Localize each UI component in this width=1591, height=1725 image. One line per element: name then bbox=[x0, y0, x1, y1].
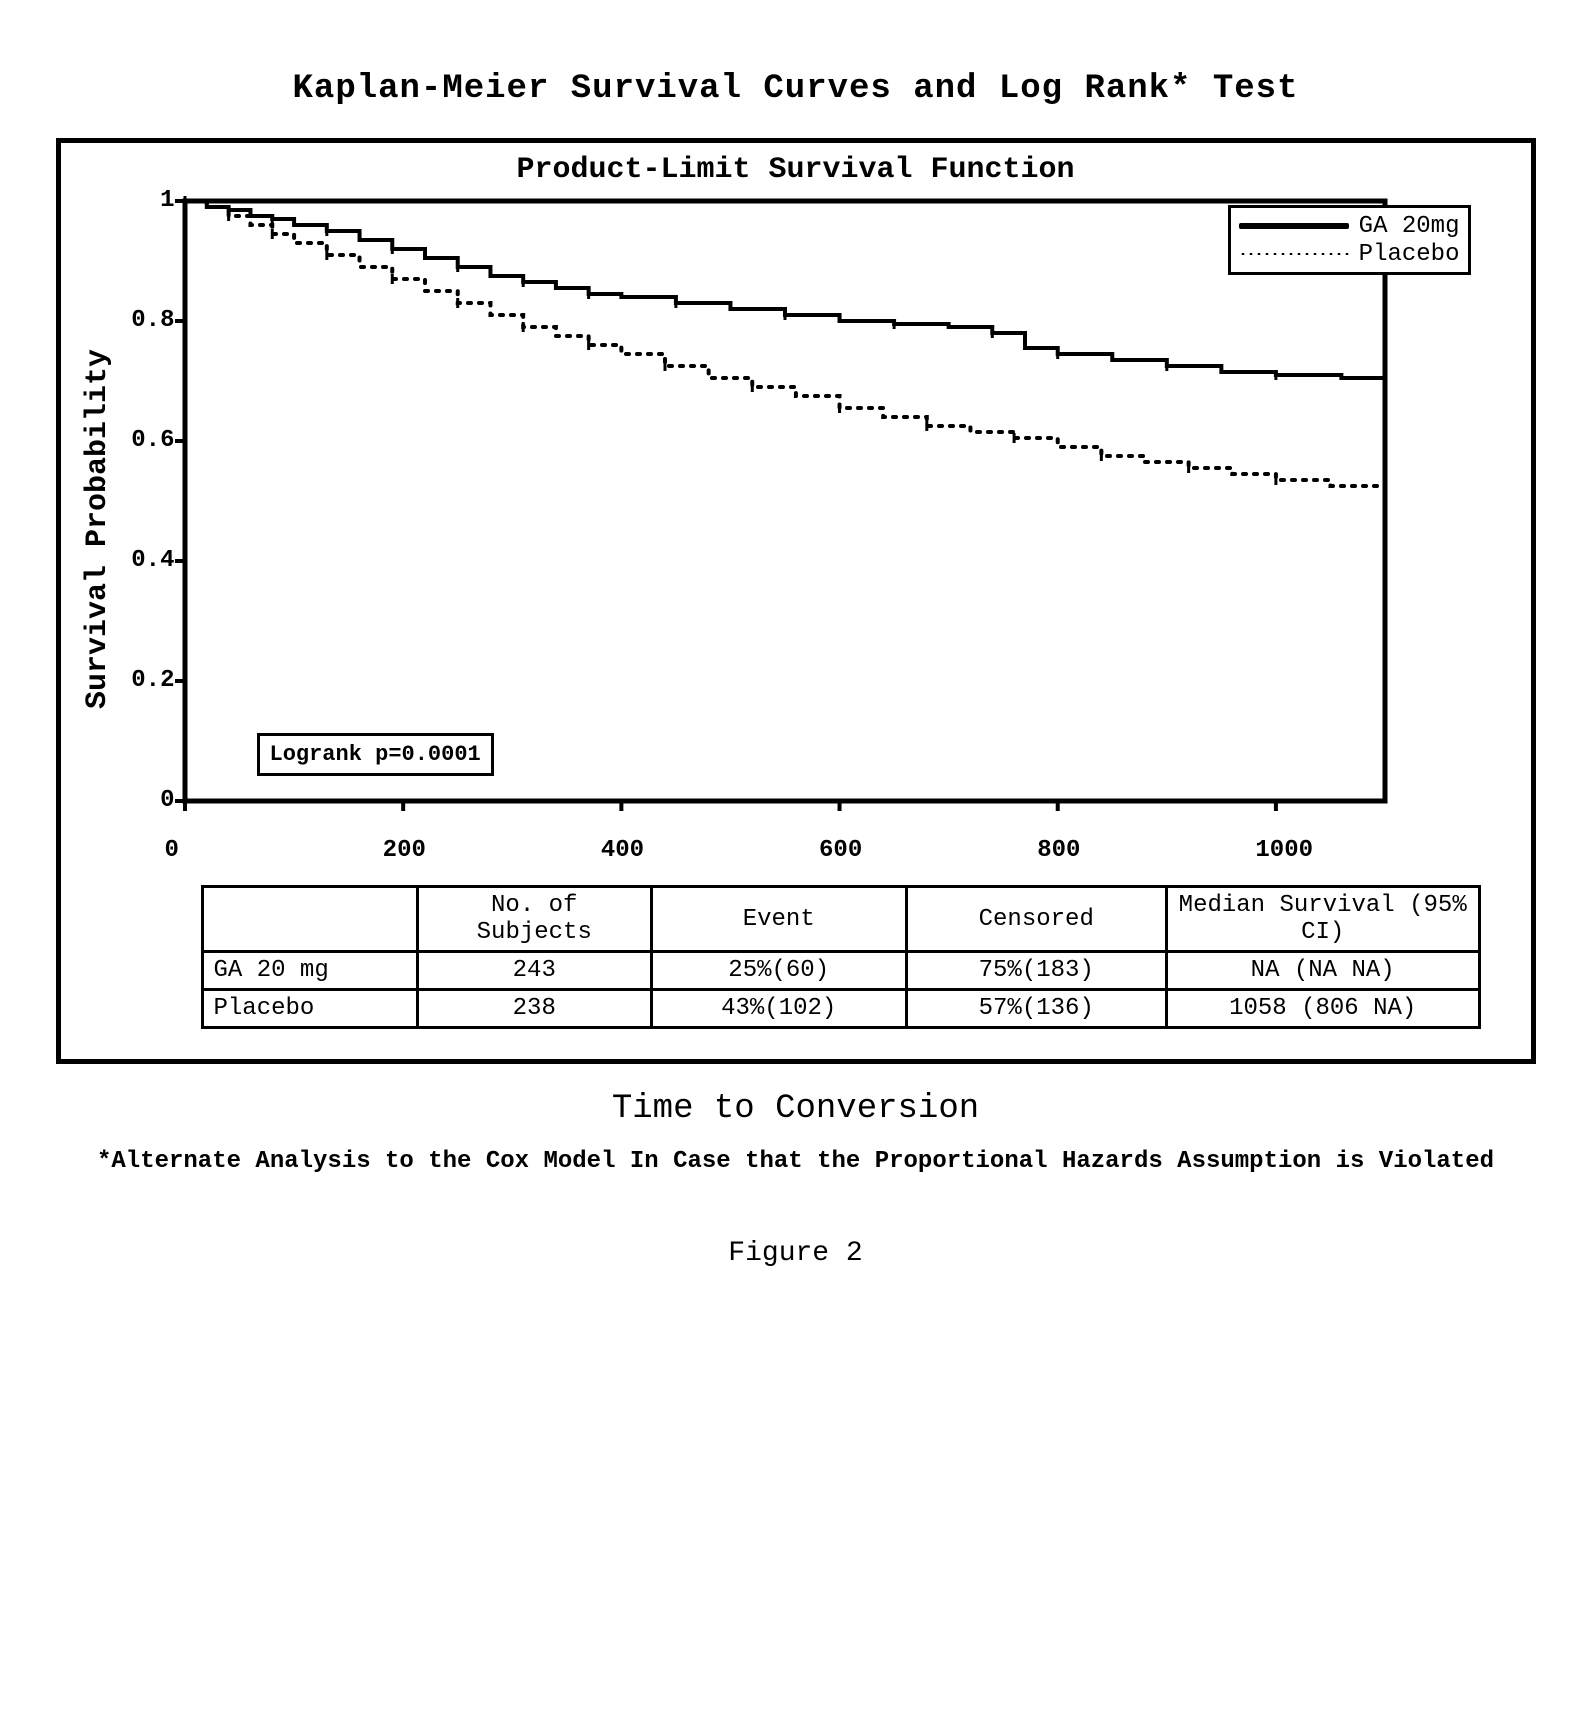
table-cell: GA 20 mg bbox=[202, 952, 417, 990]
figure-frame: Product-Limit Survival Function Survival… bbox=[56, 138, 1536, 1064]
table-row: Placebo23843%(102)57%(136)1058 (806 NA) bbox=[202, 990, 1479, 1028]
legend-label-1: GA 20mg bbox=[1359, 213, 1460, 240]
main-title: Kaplan-Meier Survival Curves and Log Ran… bbox=[40, 70, 1551, 108]
col-blank bbox=[202, 887, 417, 952]
legend-item-ga: GA 20mg bbox=[1239, 212, 1460, 240]
series-placebo bbox=[185, 201, 1385, 492]
table-header: No. of Subjects Event Censored Median Su… bbox=[202, 887, 1479, 952]
xtick-label: 0 bbox=[165, 837, 179, 864]
xtick-label: 600 bbox=[819, 837, 862, 864]
table-cell: 238 bbox=[417, 990, 651, 1028]
ytick-label: 0.6 bbox=[125, 427, 175, 454]
chart-area: 00.20.40.60.81 GA 20m bbox=[125, 191, 1511, 831]
table-cell: 1058 (806 NA) bbox=[1166, 990, 1479, 1028]
table-cell: 75%(183) bbox=[906, 952, 1166, 990]
plot-wrap: 00.20.40.60.81 GA 20m bbox=[125, 191, 1511, 867]
ytick-label: 0.4 bbox=[125, 547, 175, 574]
col-subjects: No. of Subjects bbox=[417, 887, 651, 952]
xtick-label: 200 bbox=[383, 837, 426, 864]
table-body: GA 20 mg24325%(60)75%(183)NA (NA NA)Plac… bbox=[202, 952, 1479, 1028]
ytick-label: 0.8 bbox=[125, 307, 175, 334]
xtick-label: 800 bbox=[1037, 837, 1080, 864]
table-cell: 43%(102) bbox=[651, 990, 906, 1028]
caption: Time to Conversion bbox=[40, 1090, 1551, 1128]
chart-title: Product-Limit Survival Function bbox=[81, 153, 1511, 187]
legend-swatch-dotted bbox=[1239, 251, 1349, 257]
ytick-label: 0.2 bbox=[125, 667, 175, 694]
figure-page: Kaplan-Meier Survival Curves and Log Ran… bbox=[40, 70, 1551, 1269]
table-cell: NA (NA NA) bbox=[1166, 952, 1479, 990]
ytick-label: 1 bbox=[125, 187, 175, 214]
legend-label-2: Placebo bbox=[1359, 241, 1460, 268]
table-cell: Placebo bbox=[202, 990, 417, 1028]
legend: GA 20mg Placebo bbox=[1228, 205, 1471, 275]
col-censored: Censored bbox=[906, 887, 1166, 952]
logrank-annotation: Logrank p=0.0001 bbox=[257, 733, 494, 776]
series-group bbox=[185, 196, 1385, 497]
plot-border bbox=[185, 201, 1385, 801]
xtick-label: 400 bbox=[601, 837, 644, 864]
y-axis-label: Survival Probability bbox=[81, 219, 115, 839]
footnote: *Alternate Analysis to the Cox Model In … bbox=[96, 1146, 1496, 1178]
table-cell: 25%(60) bbox=[651, 952, 906, 990]
xtick-label: 1000 bbox=[1255, 837, 1313, 864]
stats-table: No. of Subjects Event Censored Median Su… bbox=[201, 885, 1481, 1029]
xtick-labels: 0 200 400 600 800 1000 bbox=[125, 837, 1511, 867]
table-cell: 57%(136) bbox=[906, 990, 1166, 1028]
table-cell: 243 bbox=[417, 952, 651, 990]
legend-item-placebo: Placebo bbox=[1239, 240, 1460, 268]
table-row: GA 20 mg24325%(60)75%(183)NA (NA NA) bbox=[202, 952, 1479, 990]
chart-row: Survival Probability 00.20.40.60.81 bbox=[81, 191, 1511, 867]
figure-label: Figure 2 bbox=[40, 1238, 1551, 1269]
col-event: Event bbox=[651, 887, 906, 952]
col-median: Median Survival (95% CI) bbox=[1166, 887, 1479, 952]
ytick-label: 0 bbox=[125, 787, 175, 814]
legend-swatch-solid bbox=[1239, 223, 1349, 229]
series-ga-20mg bbox=[185, 201, 1385, 381]
